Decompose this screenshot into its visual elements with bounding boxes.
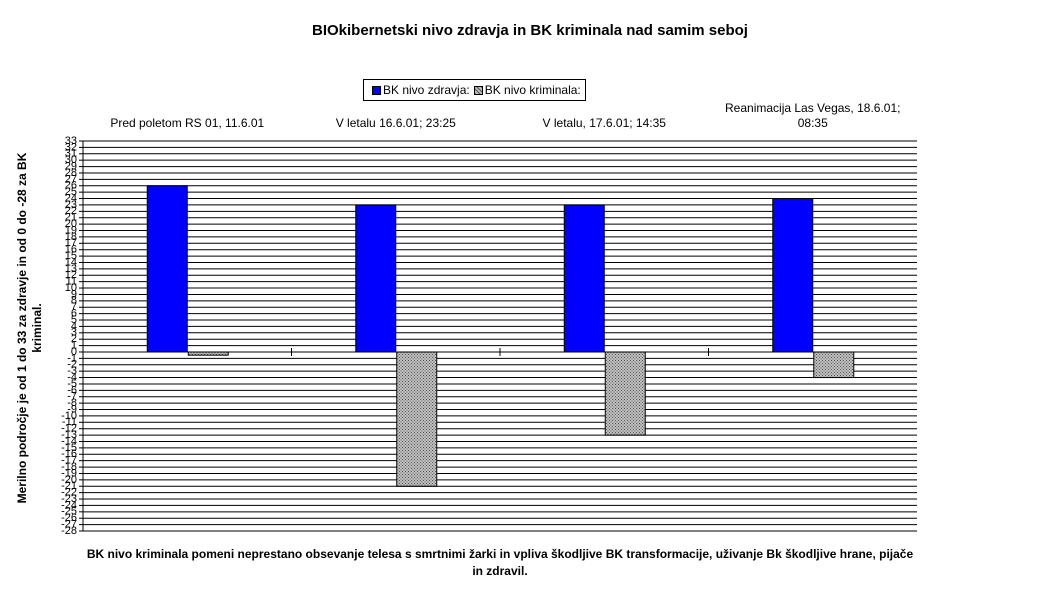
- y-tick-label: 33: [65, 135, 77, 147]
- y-axis-label: Merilno področje je od 1 do 33 za zdravj…: [15, 152, 44, 504]
- y-tick-label: 20: [65, 218, 77, 230]
- y-tick-label: 4: [71, 320, 77, 332]
- y-tick-label: -8: [67, 397, 77, 409]
- y-tick-label: 0: [71, 346, 77, 358]
- y-tick-label: -25: [61, 506, 77, 518]
- y-tick-label: 27: [65, 173, 77, 185]
- legend-label: BK nivo zdravja:: [383, 83, 470, 97]
- y-tick-label: 30: [65, 154, 77, 166]
- bar: [146, 185, 188, 353]
- y-tick-label: 32: [65, 141, 77, 153]
- legend-swatch: [372, 85, 381, 95]
- y-tick-label: -23: [61, 493, 77, 505]
- y-tick-label: 23: [65, 199, 77, 211]
- footnote: BK nivo kriminala pomeni neprestano obse…: [86, 547, 914, 578]
- y-tick-label: -6: [67, 384, 77, 396]
- y-tick-label: 15: [65, 250, 77, 262]
- y-tick-label: 25: [65, 186, 77, 198]
- category-label: V letalu, 17.6.01; 14:35: [542, 116, 666, 130]
- y-tick-label: -7: [67, 391, 77, 403]
- y-tick-label: -22: [61, 487, 77, 499]
- y-tick-label: -16: [61, 448, 77, 460]
- y-tick-label: 6: [71, 308, 77, 320]
- bar: [604, 351, 646, 436]
- y-tick-label: 19: [65, 224, 77, 236]
- category-label: V letalu 16.6.01; 23:25: [335, 116, 456, 130]
- y-tick-label: -18: [61, 461, 77, 473]
- y-tick-label: 1: [71, 339, 77, 351]
- bar: [396, 351, 438, 487]
- legend: BK nivo zdravja: BK nivo kriminala:: [363, 79, 586, 101]
- y-tick-label: 31: [65, 148, 77, 160]
- y-tick-label: -19: [61, 467, 77, 479]
- y-tick-label: -15: [61, 442, 77, 454]
- y-tick-label: 29: [65, 160, 77, 172]
- y-tick-label: -24: [61, 499, 77, 511]
- y-tick-label: 12: [65, 269, 77, 281]
- y-tick-label: 16: [65, 244, 77, 256]
- y-tick-label: 22: [65, 205, 77, 217]
- y-tick-label: 14: [65, 256, 77, 268]
- y-tick-label: 24: [65, 192, 77, 204]
- y-tick-label: 5: [71, 314, 77, 326]
- y-tick-label: -9: [67, 403, 77, 415]
- bar: [772, 198, 814, 353]
- legend-label: BK nivo kriminala:: [484, 83, 581, 97]
- legend-swatch: [473, 85, 483, 95]
- y-tick-label: 2: [71, 333, 77, 345]
- y-tick-label: 7: [71, 301, 77, 313]
- y-tick-label: 28: [65, 167, 77, 179]
- y-tick-label: -20: [61, 474, 77, 486]
- chart-title: BIOkibernetski nivo zdravja in BK krimin…: [312, 22, 748, 39]
- bar: [187, 351, 229, 356]
- bar: [563, 204, 605, 353]
- y-tick-label: -4: [67, 371, 77, 383]
- y-tick-label: -13: [61, 429, 77, 441]
- category-label: Reanimacija Las Vegas, 18.6.01; 08:35: [725, 101, 901, 130]
- y-tick-label: -27: [61, 519, 77, 531]
- category-label: Pred poletom RS 01, 11.6.01: [110, 116, 265, 130]
- y-tick-label: 17: [65, 237, 77, 249]
- y-tick-label: 10: [65, 282, 77, 294]
- y-tick-label: 8: [71, 295, 77, 307]
- y-tick-label: 11: [66, 276, 77, 288]
- y-tick-label: -21: [61, 480, 77, 492]
- y-tick-label: 26: [65, 180, 77, 192]
- y-tick-label: 21: [65, 212, 77, 224]
- y-tick-label: -2: [67, 359, 77, 371]
- y-tick-label: -5: [67, 378, 77, 390]
- y-tick-label: -28: [61, 525, 77, 537]
- y-tick-label: 13: [65, 263, 77, 275]
- y-tick-label: -10: [61, 410, 77, 422]
- y-tick-label: -1: [67, 352, 77, 364]
- y-tick-label: 18: [65, 231, 77, 243]
- bar: [813, 351, 855, 379]
- y-tick-label: -3: [67, 365, 77, 377]
- y-tick-label: 3: [71, 327, 77, 339]
- y-tick-label: -26: [61, 512, 77, 524]
- y-tick-label: -11: [62, 416, 77, 428]
- y-tick-label: -12: [61, 423, 77, 435]
- y-tick-label: 9: [71, 288, 77, 300]
- y-tick-label: -17: [61, 455, 77, 467]
- bar: [355, 204, 397, 353]
- y-tick-label: -14: [61, 435, 77, 447]
